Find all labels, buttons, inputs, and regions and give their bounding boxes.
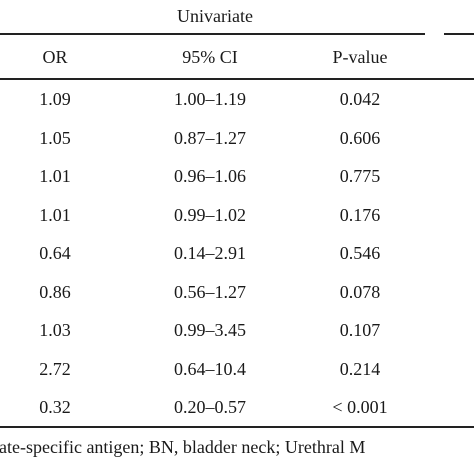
- cell-p-value: 0.775: [339, 166, 381, 186]
- cell-p-value: 0.107: [339, 320, 381, 340]
- cell-ci: 0.96–1.06: [174, 166, 246, 186]
- cell-ci: 0.20–0.57: [174, 397, 246, 417]
- group-underline: [0, 33, 425, 35]
- table-row: 1.03 0.99–3.45 0.107: [0, 311, 474, 350]
- cell-or: 2.72: [39, 358, 71, 379]
- table-row: 0.64 0.14–2.91 0.546: [0, 234, 474, 273]
- header-rule: [0, 78, 474, 80]
- group-underline-next: [444, 33, 474, 35]
- table-row: 0.32 0.20–0.57 < 0.001: [0, 388, 474, 427]
- cell-ci: 0.64–10.4: [174, 358, 246, 379]
- table-row: 0.86 0.56–1.27 0.078: [0, 273, 474, 312]
- column-header-ci: 95% CI: [182, 47, 238, 67]
- cell-or: 1.01: [39, 166, 71, 186]
- column-header-or: OR: [42, 47, 68, 67]
- cell-ci: 0.99–3.45: [174, 320, 246, 340]
- cell-or: 0.86: [39, 281, 71, 302]
- table-footnote: rostate-specific antigen; BN, bladder ne…: [0, 437, 366, 457]
- cell-p-value: 0.546: [339, 243, 381, 263]
- cell-p-value: 0.214: [339, 358, 381, 379]
- column-header-p-value: P-value: [332, 47, 388, 67]
- cell-or: 1.05: [39, 127, 71, 148]
- cell-ci: 0.14–2.91: [174, 243, 246, 263]
- cell-ci: 0.87–1.27: [174, 127, 246, 148]
- cell-p-value: 0.078: [339, 281, 381, 302]
- cell-or: 1.03: [39, 320, 71, 340]
- cell-or: 0.32: [39, 397, 71, 417]
- cell-or: 1.09: [39, 89, 71, 109]
- table-row: 1.05 0.87–1.27 0.606: [0, 119, 474, 158]
- table-row: 2.72 0.64–10.4 0.214: [0, 350, 474, 389]
- table-row: 1.01 0.96–1.06 0.775: [0, 157, 474, 196]
- table-row: 1.09 1.00–1.19 0.042: [0, 80, 474, 119]
- cell-p-value: 0.606: [339, 127, 381, 148]
- column-header-row: OR 95% CI P-value: [0, 40, 474, 74]
- table-body: 1.09 1.00–1.19 0.042 1.05 0.87–1.27 0.60…: [0, 80, 474, 426]
- cell-or: 1.01: [39, 204, 71, 225]
- cell-ci: 0.56–1.27: [174, 281, 246, 302]
- group-header-univariate: Univariate: [177, 6, 253, 26]
- cell-p-value: 0.042: [339, 89, 381, 109]
- table-row: 1.01 0.99–1.02 0.176: [0, 196, 474, 235]
- cell-p-value: 0.176: [339, 204, 381, 225]
- cell-ci: 1.00–1.19: [174, 89, 246, 109]
- table-bottom-rule: [0, 426, 474, 428]
- cell-or: 0.64: [39, 243, 71, 263]
- cell-p-value: < 0.001: [332, 397, 388, 417]
- cell-ci: 0.99–1.02: [174, 204, 246, 225]
